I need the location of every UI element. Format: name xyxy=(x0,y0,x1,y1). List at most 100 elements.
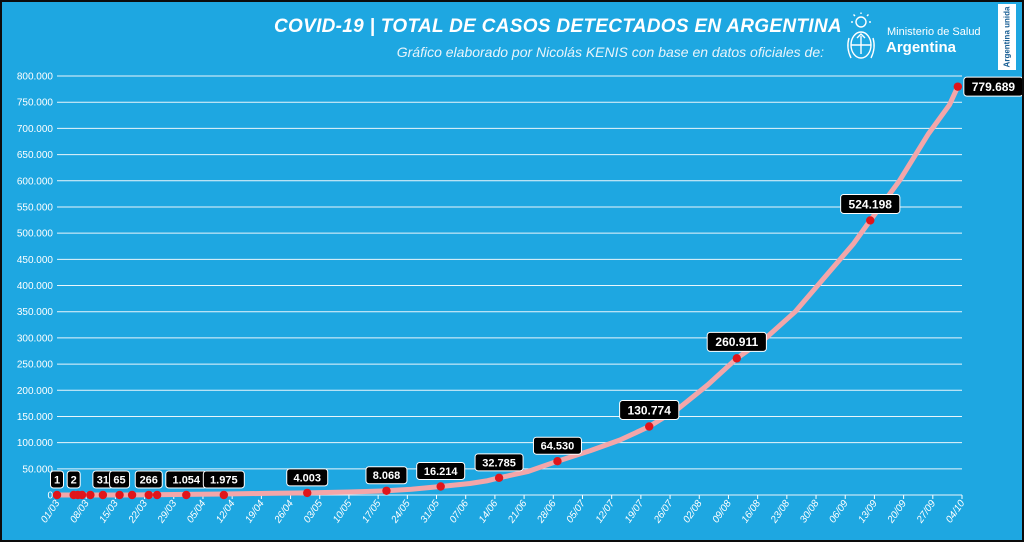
x-tick-label: 01/03 xyxy=(39,498,63,525)
data-label: 524.198 xyxy=(849,197,893,211)
x-tick-label: 19/04 xyxy=(243,498,267,525)
data-marker xyxy=(144,490,153,500)
x-tick-label: 26/07 xyxy=(652,498,676,526)
x-tick-label: 07/06 xyxy=(448,498,472,525)
data-marker xyxy=(382,486,391,495)
series-line-layer xyxy=(54,84,961,498)
x-tick-label: 24/05 xyxy=(389,498,413,526)
data-label-box xyxy=(474,453,524,472)
x-tick-label: 13/09 xyxy=(857,498,881,525)
y-tick-label: 0 xyxy=(47,491,53,502)
data-label: 266 xyxy=(140,474,158,486)
x-tick-label: 06/09 xyxy=(827,498,851,525)
x-tick-label: 05/04 xyxy=(185,498,209,525)
x-tick-label: 09/08 xyxy=(711,498,735,525)
y-tick-label: 350.000 xyxy=(17,307,54,318)
data-label: 65 xyxy=(113,474,125,486)
argentina-unida-tag: Argentina unida xyxy=(998,4,1016,70)
y-tick-label: 300.000 xyxy=(17,333,54,344)
data-marker xyxy=(219,490,229,500)
y-tick-label: 450.000 xyxy=(17,255,54,266)
data-marker xyxy=(494,473,504,483)
data-label-box xyxy=(416,462,466,481)
x-tick-label: 05/07 xyxy=(565,498,589,525)
data-label: 64.530 xyxy=(541,441,575,453)
data-label: 779.689 xyxy=(972,80,1016,94)
data-label-box xyxy=(286,468,329,487)
data-label: 1.054 xyxy=(173,474,201,486)
y-tick-label: 700.000 xyxy=(17,124,54,135)
data-label: 2 xyxy=(71,474,77,486)
data-label-box xyxy=(706,331,767,352)
data-marker xyxy=(866,216,875,225)
x-tick-label: 31/05 xyxy=(419,498,443,525)
y-tick-label: 400.000 xyxy=(17,281,54,292)
y-tick-label: 50.000 xyxy=(22,464,53,475)
x-tick-label: 08/03 xyxy=(68,498,92,525)
data-label: 1.975 xyxy=(210,474,238,486)
data-label: 32.785 xyxy=(482,457,516,469)
data-marker xyxy=(953,82,963,91)
data-label-box xyxy=(532,436,582,455)
x-tick-label: 27/09 xyxy=(914,498,938,526)
data-marker xyxy=(152,490,162,500)
x-tick-label: 10/05 xyxy=(331,498,355,525)
x-tick-label: 02/08 xyxy=(681,498,705,525)
logo-ministry-text: Ministerio de Salud xyxy=(887,26,981,38)
data-label-box xyxy=(365,466,408,485)
x-tick-label: 12/04 xyxy=(214,498,238,525)
x-tick-label: 29/03 xyxy=(155,498,179,526)
data-marker xyxy=(645,422,654,431)
data-marker xyxy=(77,490,87,500)
y-tick-label: 500.000 xyxy=(17,229,54,240)
x-tick-label: 03/05 xyxy=(302,498,326,525)
x-tick-label: 14/06 xyxy=(477,498,501,525)
y-tick-label: 800.000 xyxy=(17,72,54,83)
gridlines xyxy=(56,75,963,499)
x-tick-label: 04/10 xyxy=(944,498,968,525)
data-marker xyxy=(86,490,95,500)
series-line xyxy=(54,84,961,498)
x-tick-label: 16/08 xyxy=(740,498,764,525)
data-label: 31 xyxy=(97,474,109,486)
x-tick-label: 19/07 xyxy=(623,498,647,525)
data-marker xyxy=(182,490,191,500)
data-label-box xyxy=(619,400,680,421)
markers-layer xyxy=(52,82,963,500)
y-tick-label: 600.000 xyxy=(17,176,54,187)
data-label: 1 xyxy=(54,474,60,486)
y-tick-label: 250.000 xyxy=(17,360,54,371)
x-tick-label: 23/08 xyxy=(768,498,792,526)
data-label: 130.774 xyxy=(628,403,672,417)
chart-subtitle: Gráfico elaborado por Nicolás KENIS con … xyxy=(396,44,824,60)
data-label-box xyxy=(50,470,64,489)
chart-title: COVID-19 | TOTAL DE CASOS DETECTADOS EN … xyxy=(274,16,842,37)
data-label: 8.068 xyxy=(373,470,401,482)
data-label-box xyxy=(134,470,163,489)
y-tick-label: 200.000 xyxy=(17,386,54,397)
x-tick-label: 22/03 xyxy=(126,498,150,526)
x-tick-label: 28/06 xyxy=(535,498,559,526)
data-marker xyxy=(732,354,741,363)
y-tick-label: 550.000 xyxy=(17,202,54,213)
ministry-logo: Ministerio de Salud Argentina xyxy=(845,12,995,68)
x-tick-label: 17/05 xyxy=(360,498,384,525)
logo-country-text: Argentina xyxy=(886,39,957,56)
x-tick-label: 26/04 xyxy=(272,498,296,526)
data-label-box xyxy=(963,76,1022,97)
y-tick-label: 650.000 xyxy=(17,150,54,161)
data-label-box xyxy=(840,193,901,214)
data-marker xyxy=(127,490,137,500)
data-label-box xyxy=(202,470,245,489)
data-label-box xyxy=(66,470,81,489)
data-marker xyxy=(98,490,108,500)
data-label: 16.214 xyxy=(424,466,459,478)
x-tick-label: 15/03 xyxy=(97,498,121,525)
data-marker xyxy=(303,488,312,498)
data-marker xyxy=(553,457,562,466)
x-tick-label: 21/06 xyxy=(506,498,530,526)
y-tick-label: 750.000 xyxy=(17,98,54,109)
data-labels-layer: 1 2 31 65 266 1.054 1.975 4.003 8.068 16.214 32.78… xyxy=(50,76,1022,489)
